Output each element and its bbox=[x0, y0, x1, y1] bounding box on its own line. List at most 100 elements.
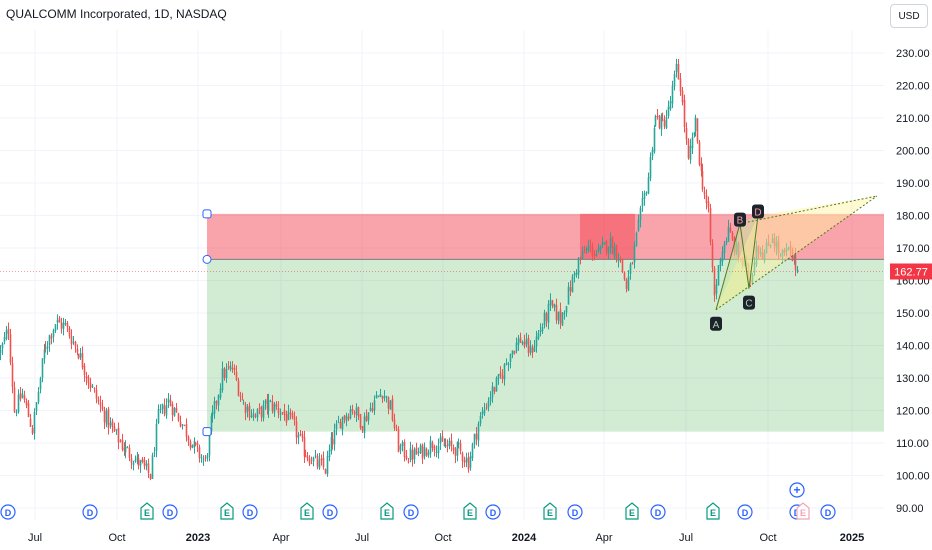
candle-body bbox=[1, 343, 4, 349]
candle-body bbox=[393, 419, 396, 428]
stop-zone bbox=[207, 213, 884, 260]
events-row[interactable]: DDEDEDEDEDEDEDEDEDDED+ bbox=[0, 482, 836, 520]
earnings-marker[interactable]: E bbox=[625, 502, 639, 520]
time-tick-label: 2025 bbox=[840, 532, 864, 544]
candle-body bbox=[503, 364, 506, 380]
time-tick-label: 2023 bbox=[186, 532, 210, 544]
currency-button[interactable]: USD bbox=[890, 4, 928, 28]
candle-body bbox=[385, 396, 388, 398]
earnings-marker[interactable]: E bbox=[796, 502, 810, 520]
candle-body bbox=[242, 402, 245, 404]
candle-body bbox=[413, 448, 416, 460]
candle-body bbox=[461, 453, 464, 462]
candle-body bbox=[619, 259, 622, 261]
dividend-marker[interactable]: D bbox=[0, 504, 16, 520]
candle-body bbox=[266, 398, 269, 409]
candle-body bbox=[721, 251, 724, 262]
candle-body bbox=[5, 330, 8, 339]
candle-body bbox=[727, 226, 730, 242]
candle-body bbox=[149, 474, 152, 479]
candle-body bbox=[310, 463, 313, 465]
price-tick-label: 200.00 bbox=[896, 146, 930, 158]
candle-body bbox=[481, 411, 484, 415]
time-axis[interactable]: Jul Oct 2023 Apr Jul Oct 2024 Apr Jul Oct 2025 bbox=[28, 532, 864, 544]
earnings-marker[interactable]: E bbox=[463, 502, 477, 520]
dividend-marker[interactable]: D bbox=[485, 504, 501, 520]
candle-body bbox=[497, 374, 500, 379]
candle-body bbox=[124, 446, 127, 453]
candle-body bbox=[189, 441, 192, 448]
candle-body bbox=[377, 395, 380, 397]
candle-body bbox=[260, 406, 263, 417]
dividend-marker[interactable]: D bbox=[322, 504, 338, 520]
candle-body bbox=[611, 237, 614, 255]
candle-body bbox=[123, 447, 126, 451]
dividend-marker[interactable]: D bbox=[650, 504, 666, 520]
svg-text:E: E bbox=[547, 508, 553, 518]
entry-handle bbox=[202, 254, 212, 264]
candle-body bbox=[211, 411, 214, 416]
candle-body bbox=[677, 63, 680, 80]
candle-body bbox=[258, 407, 261, 409]
candle-body bbox=[31, 427, 34, 434]
candle-body bbox=[563, 313, 566, 315]
candle-body bbox=[107, 408, 110, 428]
candle-body bbox=[134, 459, 137, 462]
candle-body bbox=[581, 250, 584, 259]
candle-body bbox=[233, 367, 236, 370]
price-axis[interactable]: 90.00 100.00 110.00 120.00 130.00 140.00 150.0… bbox=[896, 48, 930, 515]
candle-body bbox=[773, 237, 776, 246]
candle-body bbox=[507, 363, 510, 366]
candle-body bbox=[579, 257, 582, 259]
candle-body bbox=[23, 395, 26, 400]
candle-body bbox=[175, 407, 178, 413]
earnings-marker[interactable]: E bbox=[706, 502, 720, 520]
dividend-marker[interactable]: D bbox=[242, 504, 258, 520]
candle-body bbox=[74, 341, 77, 347]
candle-body bbox=[587, 246, 590, 251]
candle-body bbox=[7, 328, 10, 334]
add-event-icon[interactable]: + bbox=[789, 482, 805, 498]
dividend-marker[interactable]: D bbox=[162, 504, 178, 520]
dividend-marker[interactable]: D bbox=[82, 504, 98, 520]
candle-body bbox=[239, 395, 242, 397]
candle-body bbox=[595, 253, 598, 257]
svg-text:D: D bbox=[327, 508, 334, 518]
drawing-handles[interactable] bbox=[202, 209, 212, 437]
candle-body bbox=[46, 345, 49, 349]
candle-body bbox=[330, 436, 333, 452]
candle-body bbox=[29, 418, 32, 427]
candle-body bbox=[173, 408, 176, 417]
candle-body bbox=[262, 404, 265, 419]
earnings-marker[interactable]: E bbox=[380, 502, 394, 520]
candle-body bbox=[171, 404, 174, 415]
dividend-marker[interactable]: D bbox=[820, 504, 836, 520]
candle-body bbox=[283, 410, 286, 415]
candle-body bbox=[145, 463, 148, 466]
candle-body bbox=[58, 318, 61, 323]
dividend-marker[interactable]: D bbox=[737, 504, 753, 520]
last-price-value: 162.77 bbox=[894, 266, 928, 278]
price-tick-label: 190.00 bbox=[896, 178, 930, 190]
price-tick-label: 180.00 bbox=[896, 211, 930, 223]
earnings-marker[interactable]: E bbox=[543, 502, 557, 520]
earnings-marker[interactable]: E bbox=[140, 502, 154, 520]
candle-body bbox=[221, 368, 224, 390]
candle-body bbox=[326, 455, 329, 475]
dividend-marker[interactable]: D bbox=[403, 504, 419, 520]
candle-body bbox=[475, 433, 478, 440]
candle-body bbox=[749, 279, 752, 282]
candle-body bbox=[473, 433, 476, 445]
earnings-marker[interactable]: E bbox=[300, 502, 314, 520]
candle-body bbox=[656, 116, 659, 118]
dividend-marker[interactable]: D bbox=[567, 504, 583, 520]
candle-body bbox=[601, 242, 604, 246]
candle-body bbox=[707, 201, 710, 208]
candle-body bbox=[463, 460, 466, 463]
candle-body bbox=[625, 279, 628, 289]
candle-body bbox=[513, 351, 516, 354]
earnings-marker[interactable]: E bbox=[220, 502, 234, 520]
candle-body bbox=[471, 444, 474, 459]
candle-body bbox=[511, 350, 514, 355]
